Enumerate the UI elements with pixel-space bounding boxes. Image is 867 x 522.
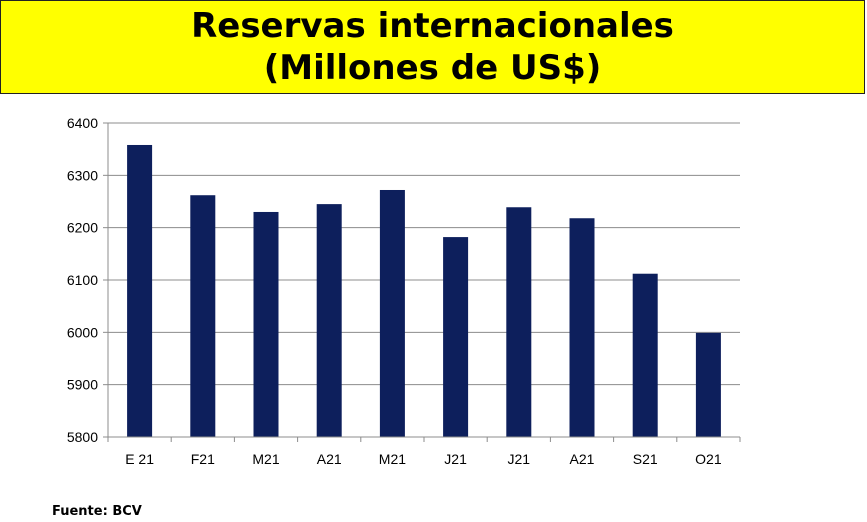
source-note: Fuente: BCV xyxy=(52,504,142,519)
x-tick-label: A21 xyxy=(317,451,342,467)
bar xyxy=(190,195,216,437)
x-tick-label: J21 xyxy=(444,451,467,467)
x-tick-label: A21 xyxy=(570,451,595,467)
chart-title-line-1: Reservas internacionales xyxy=(191,6,674,46)
bar xyxy=(632,273,658,437)
bar xyxy=(506,207,532,437)
tick-labels: 5800 5900 6000 6100 6200 6300 6400 E 21 F21 M21 A2… xyxy=(67,115,722,467)
x-tick-label: O21 xyxy=(695,451,722,467)
x-tick-label: M21 xyxy=(379,451,406,467)
y-tick-label: 6300 xyxy=(67,167,98,183)
bar xyxy=(253,211,279,437)
x-tick-label: J21 xyxy=(508,451,531,467)
bars xyxy=(127,144,721,438)
bar xyxy=(695,332,721,437)
bar xyxy=(443,237,469,437)
chart-title-banner: Reservas internacionales (Millones de US… xyxy=(0,0,865,94)
bar xyxy=(127,144,153,438)
bar xyxy=(569,218,595,437)
y-tick-label: 5800 xyxy=(67,429,98,445)
x-tick-label: M21 xyxy=(252,451,279,467)
y-tick-label: 6200 xyxy=(67,220,98,236)
y-tick-label: 6100 xyxy=(67,272,98,288)
axes xyxy=(103,122,741,442)
x-tick-label: F21 xyxy=(191,451,215,467)
y-tick-label: 5900 xyxy=(67,377,98,393)
bar xyxy=(316,204,342,437)
bar xyxy=(379,189,405,437)
x-tick-label: E 21 xyxy=(125,451,154,467)
y-tick-label: 6400 xyxy=(67,115,98,131)
x-tick-label: S21 xyxy=(633,451,658,467)
y-tick-label: 6000 xyxy=(67,324,98,340)
chart-title-line-2: (Millones de US$) xyxy=(263,48,602,88)
